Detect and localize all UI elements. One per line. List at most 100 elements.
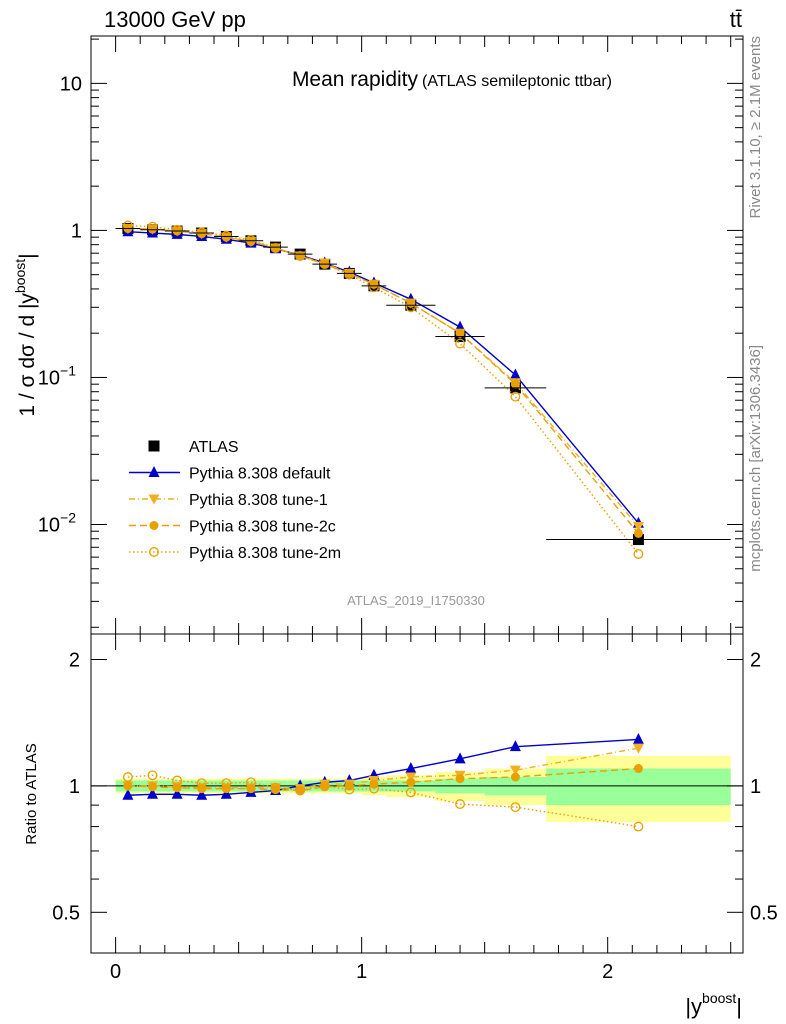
ratio-point-3-14: [633, 821, 644, 832]
point-3-1: [148, 224, 158, 234]
ratio-point-0-4: [220, 787, 232, 799]
point-4-0: [122, 220, 133, 231]
point-4-13: [510, 391, 521, 402]
main-ytick-base-1: 1: [71, 220, 82, 242]
main-ytick-label-1: 1: [71, 220, 82, 242]
x-label-sup: boost: [702, 990, 736, 1006]
ratio-point-0-13: [509, 740, 521, 752]
point-4-1: [147, 221, 158, 232]
ratio-point-3-12: [455, 799, 466, 810]
ratio-point-2-0: [123, 781, 133, 791]
ratio-plot-content: [91, 732, 743, 832]
legend-marker-2: [148, 494, 160, 505]
main-ytick-label-3: 10−2: [38, 509, 76, 536]
point-3-14: [633, 528, 643, 538]
ratio-point-3-1: [147, 770, 158, 781]
main-ytick-exp-2: −1: [60, 362, 76, 378]
ratio-ytick-label-left-2: 2: [69, 649, 80, 671]
main-ytick-base-2: 10: [38, 367, 60, 389]
legend-label-3: Pythia 8.308 tune-2c: [189, 519, 336, 536]
ratio-point-2-11: [406, 777, 416, 787]
series-3: [123, 224, 643, 538]
ratio-axis-ticks: 0.5 0.5 1 1 2 2 0 1 2: [52, 634, 778, 983]
ratio-point-1-11: [405, 772, 417, 783]
ratio-point-0-3: [196, 788, 208, 800]
legend-marker-3: [149, 521, 159, 530]
watermark-label: ATLAS_2019_I1750330: [347, 593, 485, 608]
point-4-11: [405, 302, 416, 313]
svg-text:1 / σ dσ / d |yboost|: 1 / σ dσ / d |yboost|: [12, 253, 39, 416]
main-ytick-exp-3: −2: [60, 509, 76, 525]
ratio-point-2-14: [633, 764, 643, 774]
main-ytick-label-0: 10: [60, 73, 82, 95]
ratio-ytick-label-left-1: 1: [69, 776, 80, 798]
ratio-point-0-0: [122, 788, 134, 800]
ratio-ytick-label-left-0: 0.5: [52, 902, 80, 924]
ratio-point-0-1: [147, 787, 159, 799]
ratio-point-2-1: [148, 782, 158, 792]
ratio-series-3: [122, 770, 644, 832]
legend-marker-1: [148, 466, 160, 477]
ratio-point-2-12: [455, 774, 465, 784]
point-3-10: [369, 279, 379, 289]
point-1-13: [509, 368, 521, 380]
ratio-ytick-label-right-2: 2: [750, 649, 761, 671]
ratio-ytick-label-right-1: 1: [750, 776, 761, 798]
ratio-point-3-5: [245, 777, 256, 788]
ratio-point-1-14: [632, 743, 644, 754]
ratio-point-0-12: [454, 752, 466, 764]
series-line-3: [127, 227, 639, 534]
ratio-frame: [90, 633, 744, 954]
point-2-14: [632, 521, 644, 532]
point-4-10: [368, 282, 379, 293]
ratio-point-0-14: [632, 732, 644, 744]
ratio-point-3-2: [172, 775, 183, 786]
x-label-end: |: [736, 994, 742, 1019]
point-4-2: [172, 224, 183, 235]
main-y-label-text: 1 / σ dσ / d |y: [16, 293, 39, 417]
main-y-axis-label: 1 / σ dσ / d |yboost|: [12, 253, 39, 416]
legend-marker-0: [148, 440, 160, 452]
main-title: Mean rapidity: [292, 68, 419, 91]
point-4-9: [344, 269, 355, 280]
main-subtitle: (ATLAS semileptonic ttbar): [422, 73, 612, 90]
ratio-point-3-3: [196, 778, 207, 789]
point-4-12: [455, 338, 466, 349]
ratio-point-3-10: [368, 783, 379, 794]
ratio-point-3-9: [344, 784, 355, 795]
legend-label-4: Pythia 8.308 tune-2m: [189, 545, 341, 562]
main-ytick-base-0: 10: [60, 73, 82, 95]
series-4: [122, 220, 644, 559]
ratio-point-2-13: [510, 772, 520, 782]
main-ytick-base-3: 10: [38, 514, 60, 536]
point-4-6: [270, 242, 281, 253]
ratio-point-3-8: [319, 780, 330, 791]
ratio-point-1-13: [509, 765, 521, 776]
ratio-point-3-6: [270, 782, 281, 793]
series-2: [122, 224, 644, 532]
main-y-label-sup: boost: [12, 259, 28, 293]
rivet-label: Rivet 3.1.10, ≥ 2.1M events: [747, 36, 764, 219]
point-4-14: [633, 549, 644, 559]
x-axis-label: |yboost|: [685, 990, 742, 1019]
point-4-7: [295, 251, 306, 261]
ratio-point-0-2: [171, 787, 183, 799]
legend-marker-4: [149, 547, 159, 557]
header-left: 13000 GeV pp: [104, 7, 246, 32]
ratio-band-inner-14: [546, 768, 731, 806]
point-4-5: [245, 235, 256, 245]
legend: ATLAS Pythia 8.308 default Pythia 8.308 tu…: [129, 439, 341, 562]
ratio-point-3-4: [221, 778, 232, 789]
ratio-point-2-2: [172, 783, 182, 793]
main-ytick-label-2: 10−1: [38, 362, 76, 389]
legend-label-0: ATLAS: [189, 439, 239, 456]
ratio-line-2: [127, 767, 639, 792]
mcplots-label: mcplots.cern.ch [arXiv:1306.3436]: [747, 345, 764, 572]
x-tick-label-2: 2: [602, 961, 613, 983]
ratio-ytick-label-right-0: 0.5: [750, 902, 778, 924]
ratio-y-axis-label: Ratio to ATLAS: [23, 743, 40, 844]
legend-label-1: Pythia 8.308 default: [189, 466, 331, 483]
main-plot-content: [115, 220, 731, 559]
